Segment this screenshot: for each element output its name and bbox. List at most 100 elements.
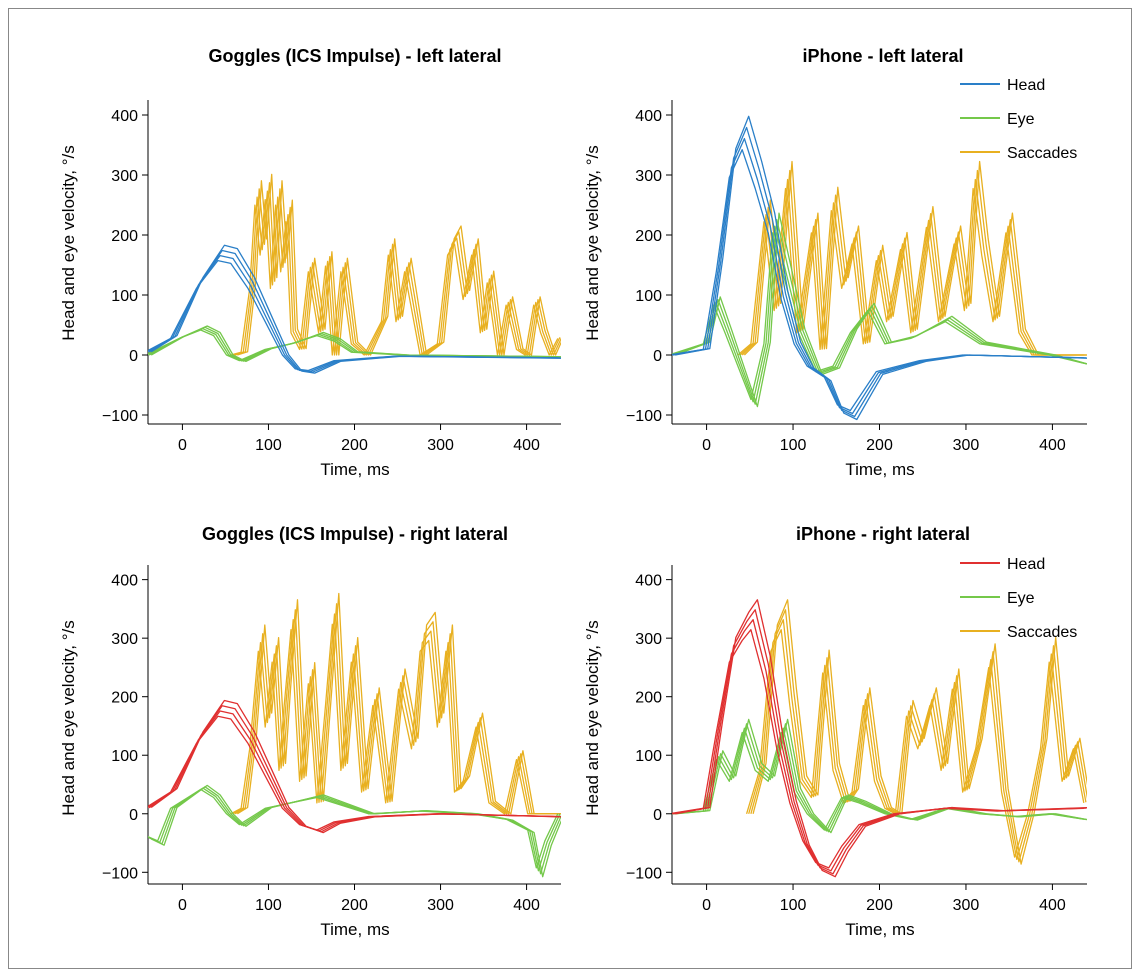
- y-tick-label: 300: [635, 631, 662, 648]
- series-line-eye: [672, 219, 1087, 405]
- y-tick-label: 0: [129, 348, 138, 365]
- x-axis-label: Time, ms: [320, 920, 389, 939]
- plot-area: −100 0 100 200 300 400 0 100 200 300 400: [626, 100, 1087, 454]
- series-line-head: [148, 715, 558, 831]
- x-tick-label: 300: [953, 897, 980, 914]
- series-line-saccades: [232, 613, 560, 815]
- x-tick-label: 100: [255, 897, 282, 914]
- y-tick-label: 400: [635, 573, 662, 590]
- panel-iphone-right: iPhone - right lateral Time, ms Head and…: [583, 524, 1087, 939]
- plot-area: −100 0 100 200 300 400 0 100 200 300 400: [102, 100, 561, 454]
- x-tick-label: 400: [1039, 437, 1066, 454]
- x-tick-label: 400: [1039, 897, 1066, 914]
- legend-label-saccades: Saccades: [1007, 624, 1077, 641]
- y-tick-label: −100: [102, 408, 138, 425]
- panel-title: Goggles (ICS Impulse) - right lateral: [202, 524, 508, 544]
- y-tick-label: 100: [635, 288, 662, 305]
- series-line-head: [672, 149, 1084, 412]
- legend-label-eye: Eye: [1007, 111, 1035, 128]
- y-tick-label: −100: [102, 865, 138, 882]
- y-tick-label: 300: [111, 631, 138, 648]
- series-line-eye: [675, 718, 1087, 834]
- series-line-head: [150, 699, 561, 834]
- x-tick-label: 100: [255, 437, 282, 454]
- figure-frame: [8, 8, 1132, 969]
- x-tick-label: 100: [780, 437, 807, 454]
- series-line-head: [150, 244, 561, 374]
- x-tick-label: 0: [178, 437, 187, 454]
- y-tick-label: 300: [111, 168, 138, 185]
- legend-label-head: Head: [1007, 556, 1045, 573]
- panel-goggles-left: Goggles (ICS Impulse) - left lateral Tim…: [59, 46, 561, 479]
- series-line-head: [675, 599, 1087, 878]
- series-line-eye: [673, 723, 1087, 833]
- y-tick-label: −100: [626, 408, 662, 425]
- x-tick-label: 400: [513, 437, 540, 454]
- y-tick-label: 100: [111, 748, 138, 765]
- x-tick-label: 300: [953, 437, 980, 454]
- x-tick-label: 0: [702, 897, 711, 914]
- series-line-eye: [150, 325, 561, 363]
- series-line-saccades: [752, 599, 1087, 865]
- series-line-head: [675, 115, 1087, 421]
- series-line-head: [672, 126, 1087, 418]
- series-line-eye: [674, 212, 1087, 408]
- legend-label-head: Head: [1007, 77, 1045, 94]
- legend: Head Eye Saccades: [960, 77, 1077, 162]
- panel-title: iPhone - right lateral: [796, 524, 970, 544]
- x-axis-label: Time, ms: [845, 460, 914, 479]
- y-tick-label: 0: [653, 348, 662, 365]
- x-tick-label: 200: [341, 897, 368, 914]
- series-line-eye: [672, 731, 1084, 831]
- series-line-saccades: [237, 173, 561, 356]
- series-line-saccades: [234, 182, 561, 356]
- series-line-saccades: [230, 198, 559, 356]
- legend-label-eye: Eye: [1007, 590, 1035, 607]
- y-axis-label: Head and eye velocity, °/s: [59, 620, 78, 815]
- y-tick-label: −100: [626, 865, 662, 882]
- y-tick-label: 400: [635, 108, 662, 125]
- series-line-saccades: [236, 592, 561, 815]
- x-tick-label: 400: [513, 897, 540, 914]
- legend-label-saccades: Saccades: [1007, 145, 1077, 162]
- series-line-saccades: [745, 629, 1085, 858]
- series-line-saccades: [741, 169, 1087, 356]
- plot-area: −100 0 100 200 300 400 0 100 200 300 400: [626, 565, 1087, 914]
- y-tick-label: 100: [111, 288, 138, 305]
- y-axis-label: Head and eye velocity, °/s: [59, 145, 78, 340]
- x-axis-label: Time, ms: [320, 460, 389, 479]
- plot-area: −100 0 100 200 300 400 0 100 200 300 400: [102, 565, 561, 914]
- y-axis-label: Head and eye velocity, °/s: [583, 620, 602, 815]
- y-tick-label: 200: [111, 690, 138, 707]
- x-tick-label: 200: [866, 897, 893, 914]
- panel-iphone-left: iPhone - left lateral Time, ms Head and …: [583, 46, 1087, 479]
- y-tick-label: 400: [111, 573, 138, 590]
- series-line-saccades: [232, 190, 561, 356]
- y-tick-label: 0: [129, 807, 138, 824]
- series-line-eye: [148, 786, 561, 875]
- legend: Head Eye Saccades: [960, 556, 1077, 641]
- series-line-saccades: [739, 178, 1086, 356]
- panel-goggles-right: Goggles (ICS Impulse) - right lateral Ti…: [59, 524, 561, 939]
- x-tick-label: 200: [866, 437, 893, 454]
- y-tick-label: 200: [635, 228, 662, 245]
- series-line-head: [148, 710, 560, 832]
- series-line-saccades: [234, 603, 561, 815]
- x-axis-label: Time, ms: [845, 920, 914, 939]
- series-line-head: [148, 259, 558, 372]
- panel-title: iPhone - left lateral: [802, 46, 963, 66]
- series-line-saccades: [737, 187, 1084, 356]
- series-line-saccades: [230, 623, 558, 815]
- series-line-eye: [672, 727, 1087, 832]
- series-line-eye: [150, 784, 561, 878]
- y-axis-label: Head and eye velocity, °/s: [583, 145, 602, 340]
- x-tick-label: 200: [341, 437, 368, 454]
- y-tick-label: 100: [635, 748, 662, 765]
- panel-title: Goggles (ICS Impulse) - left lateral: [208, 46, 501, 66]
- series-line-saccades: [743, 160, 1087, 356]
- x-tick-label: 300: [427, 897, 454, 914]
- y-tick-label: 400: [111, 108, 138, 125]
- x-tick-label: 0: [702, 437, 711, 454]
- y-tick-label: 200: [635, 690, 662, 707]
